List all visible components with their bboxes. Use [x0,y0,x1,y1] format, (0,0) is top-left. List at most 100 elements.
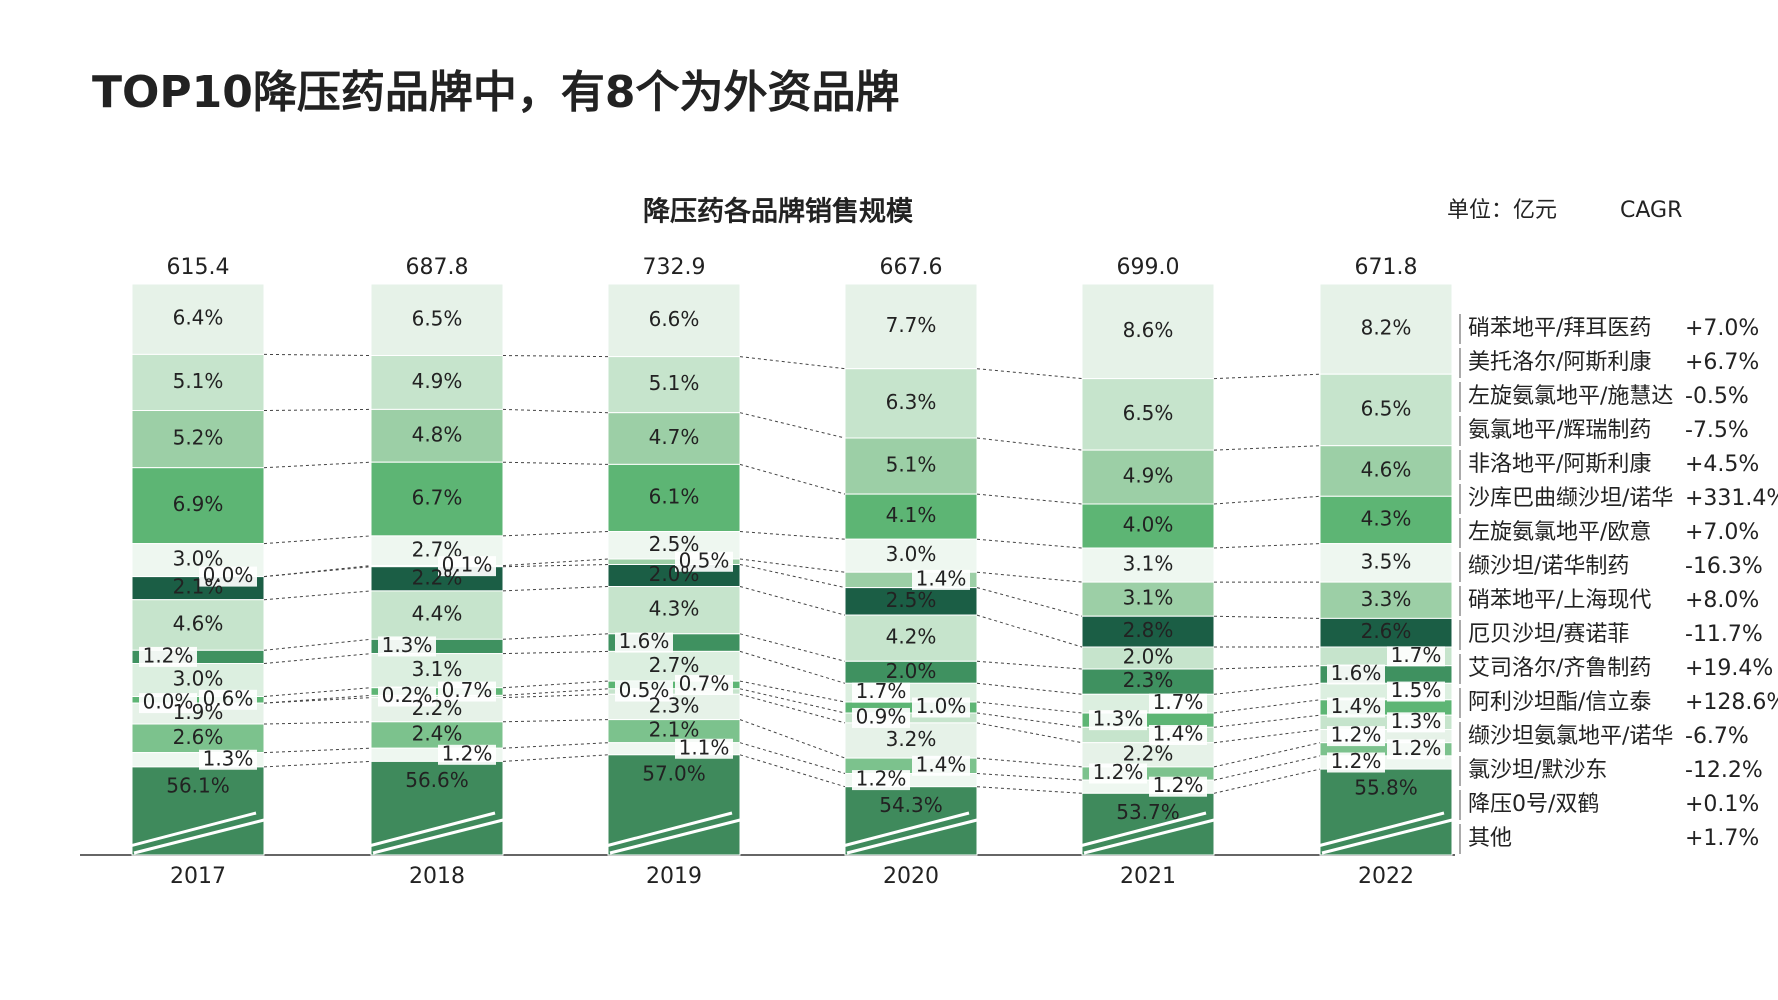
bar-segment [1319,543,1453,583]
value-label-box [1387,646,1445,667]
value-label-box [852,770,910,791]
value-label: 2.7% [649,653,700,677]
bar-segment [844,614,978,662]
value-label-box [1149,725,1207,745]
bar-segment [844,437,978,495]
value-label: 1.2% [1153,773,1204,797]
connector [1213,729,1321,744]
value-label: 0.5% [619,678,670,702]
bar-segment [1319,581,1453,619]
bar-segment [844,283,978,370]
connector [263,535,372,545]
connector [502,633,609,640]
value-label: 1.2% [442,741,493,765]
legend-cagr: -6.7% [1685,724,1749,749]
connector [1213,742,1321,768]
connector [502,558,609,567]
value-label: 2.0% [1123,645,1174,669]
connector [1213,714,1321,728]
connector [502,719,609,723]
value-label: 0.6% [203,686,254,710]
value-label: 7.7% [886,313,937,337]
connector [739,693,846,724]
connector [739,754,846,788]
connector [263,760,372,768]
legend-name: 氨氯地平/辉瑞制药 [1468,418,1651,443]
connector [976,701,1083,714]
axis-break [125,811,257,849]
bar-segment [1319,283,1453,375]
value-label-box [852,707,910,728]
value-label: 2.2% [412,565,463,589]
bar-segment [1081,503,1215,549]
value-label-box [438,681,496,702]
bar-segment [370,283,504,356]
value-label: 57.0% [642,761,706,785]
connector [739,633,846,662]
value-label: 8.6% [1123,318,1174,342]
bar-segment [844,722,978,759]
value-label-box [199,566,257,587]
total-label: 687.8 [406,255,469,280]
value-label-box [1387,681,1445,702]
value-label: 1.6% [1331,661,1382,685]
bar-segment [1081,449,1215,505]
connector [1213,495,1321,505]
axis-break [1313,811,1445,849]
value-label: 1.2% [1391,736,1442,760]
value-label: 2.4% [412,722,463,746]
legend-name: 降压0号/双鹤 [1468,792,1599,817]
bar-segment [607,356,741,414]
connector [976,437,1083,451]
value-label: 2.6% [173,725,224,749]
legend-cagr: -11.7% [1685,622,1763,647]
value-label: 56.6% [405,768,469,792]
axis-break [601,811,733,849]
value-label: 2.3% [649,693,700,717]
value-label: 6.1% [649,484,700,508]
connector [976,712,1083,728]
bar-segment [1081,547,1215,583]
value-label: 4.3% [649,597,700,621]
labels: 6.4%5.1%5.2%6.9%3.0%0.0%2.1%4.6%1.2%3.0%… [125,306,1457,855]
connector [263,694,372,704]
legend-cagr: +7.0% [1685,316,1759,341]
value-label: 1.3% [203,746,254,770]
value-label: 53.7% [1116,800,1180,824]
connector [739,650,846,684]
value-label: 2.0% [649,562,700,586]
value-label-box [438,744,496,765]
value-label: 6.4% [173,306,224,330]
value-label-box [1089,763,1147,784]
value-label-box [1327,752,1385,773]
connector [976,571,1083,583]
legend-cagr: +1.7% [1685,826,1759,851]
value-label: 1.3% [1391,709,1442,733]
value-label: 1.4% [916,752,967,776]
connector [502,680,609,689]
value-label: 55.8% [1354,776,1418,800]
value-label: 56.1% [166,773,230,797]
x-tick-label: 2020 [883,864,939,889]
value-label: 2.2% [412,696,463,720]
axis-break [372,817,508,855]
bar-segment [844,587,978,616]
legend-cagr: +8.0% [1685,588,1759,613]
legend-cagr: +0.1% [1685,792,1759,817]
cagr-title: CAGR [1620,198,1682,223]
connector [976,773,1083,781]
axis-break [133,817,269,855]
bar-segment [607,586,741,635]
legend-name: 氯沙坦/默沙东 [1468,758,1607,783]
value-label: 6.5% [1123,401,1174,425]
connector [502,408,609,414]
value-label: 6.3% [886,390,937,414]
x-tick-label: 2022 [1358,864,1414,889]
bar-segment [131,723,265,754]
connector [976,786,1083,794]
connector [502,531,609,537]
connector [1213,373,1321,380]
bar-segment [131,353,265,411]
legend-name: 艾司洛尔/齐鲁制药 [1468,656,1651,681]
connector [739,531,846,540]
